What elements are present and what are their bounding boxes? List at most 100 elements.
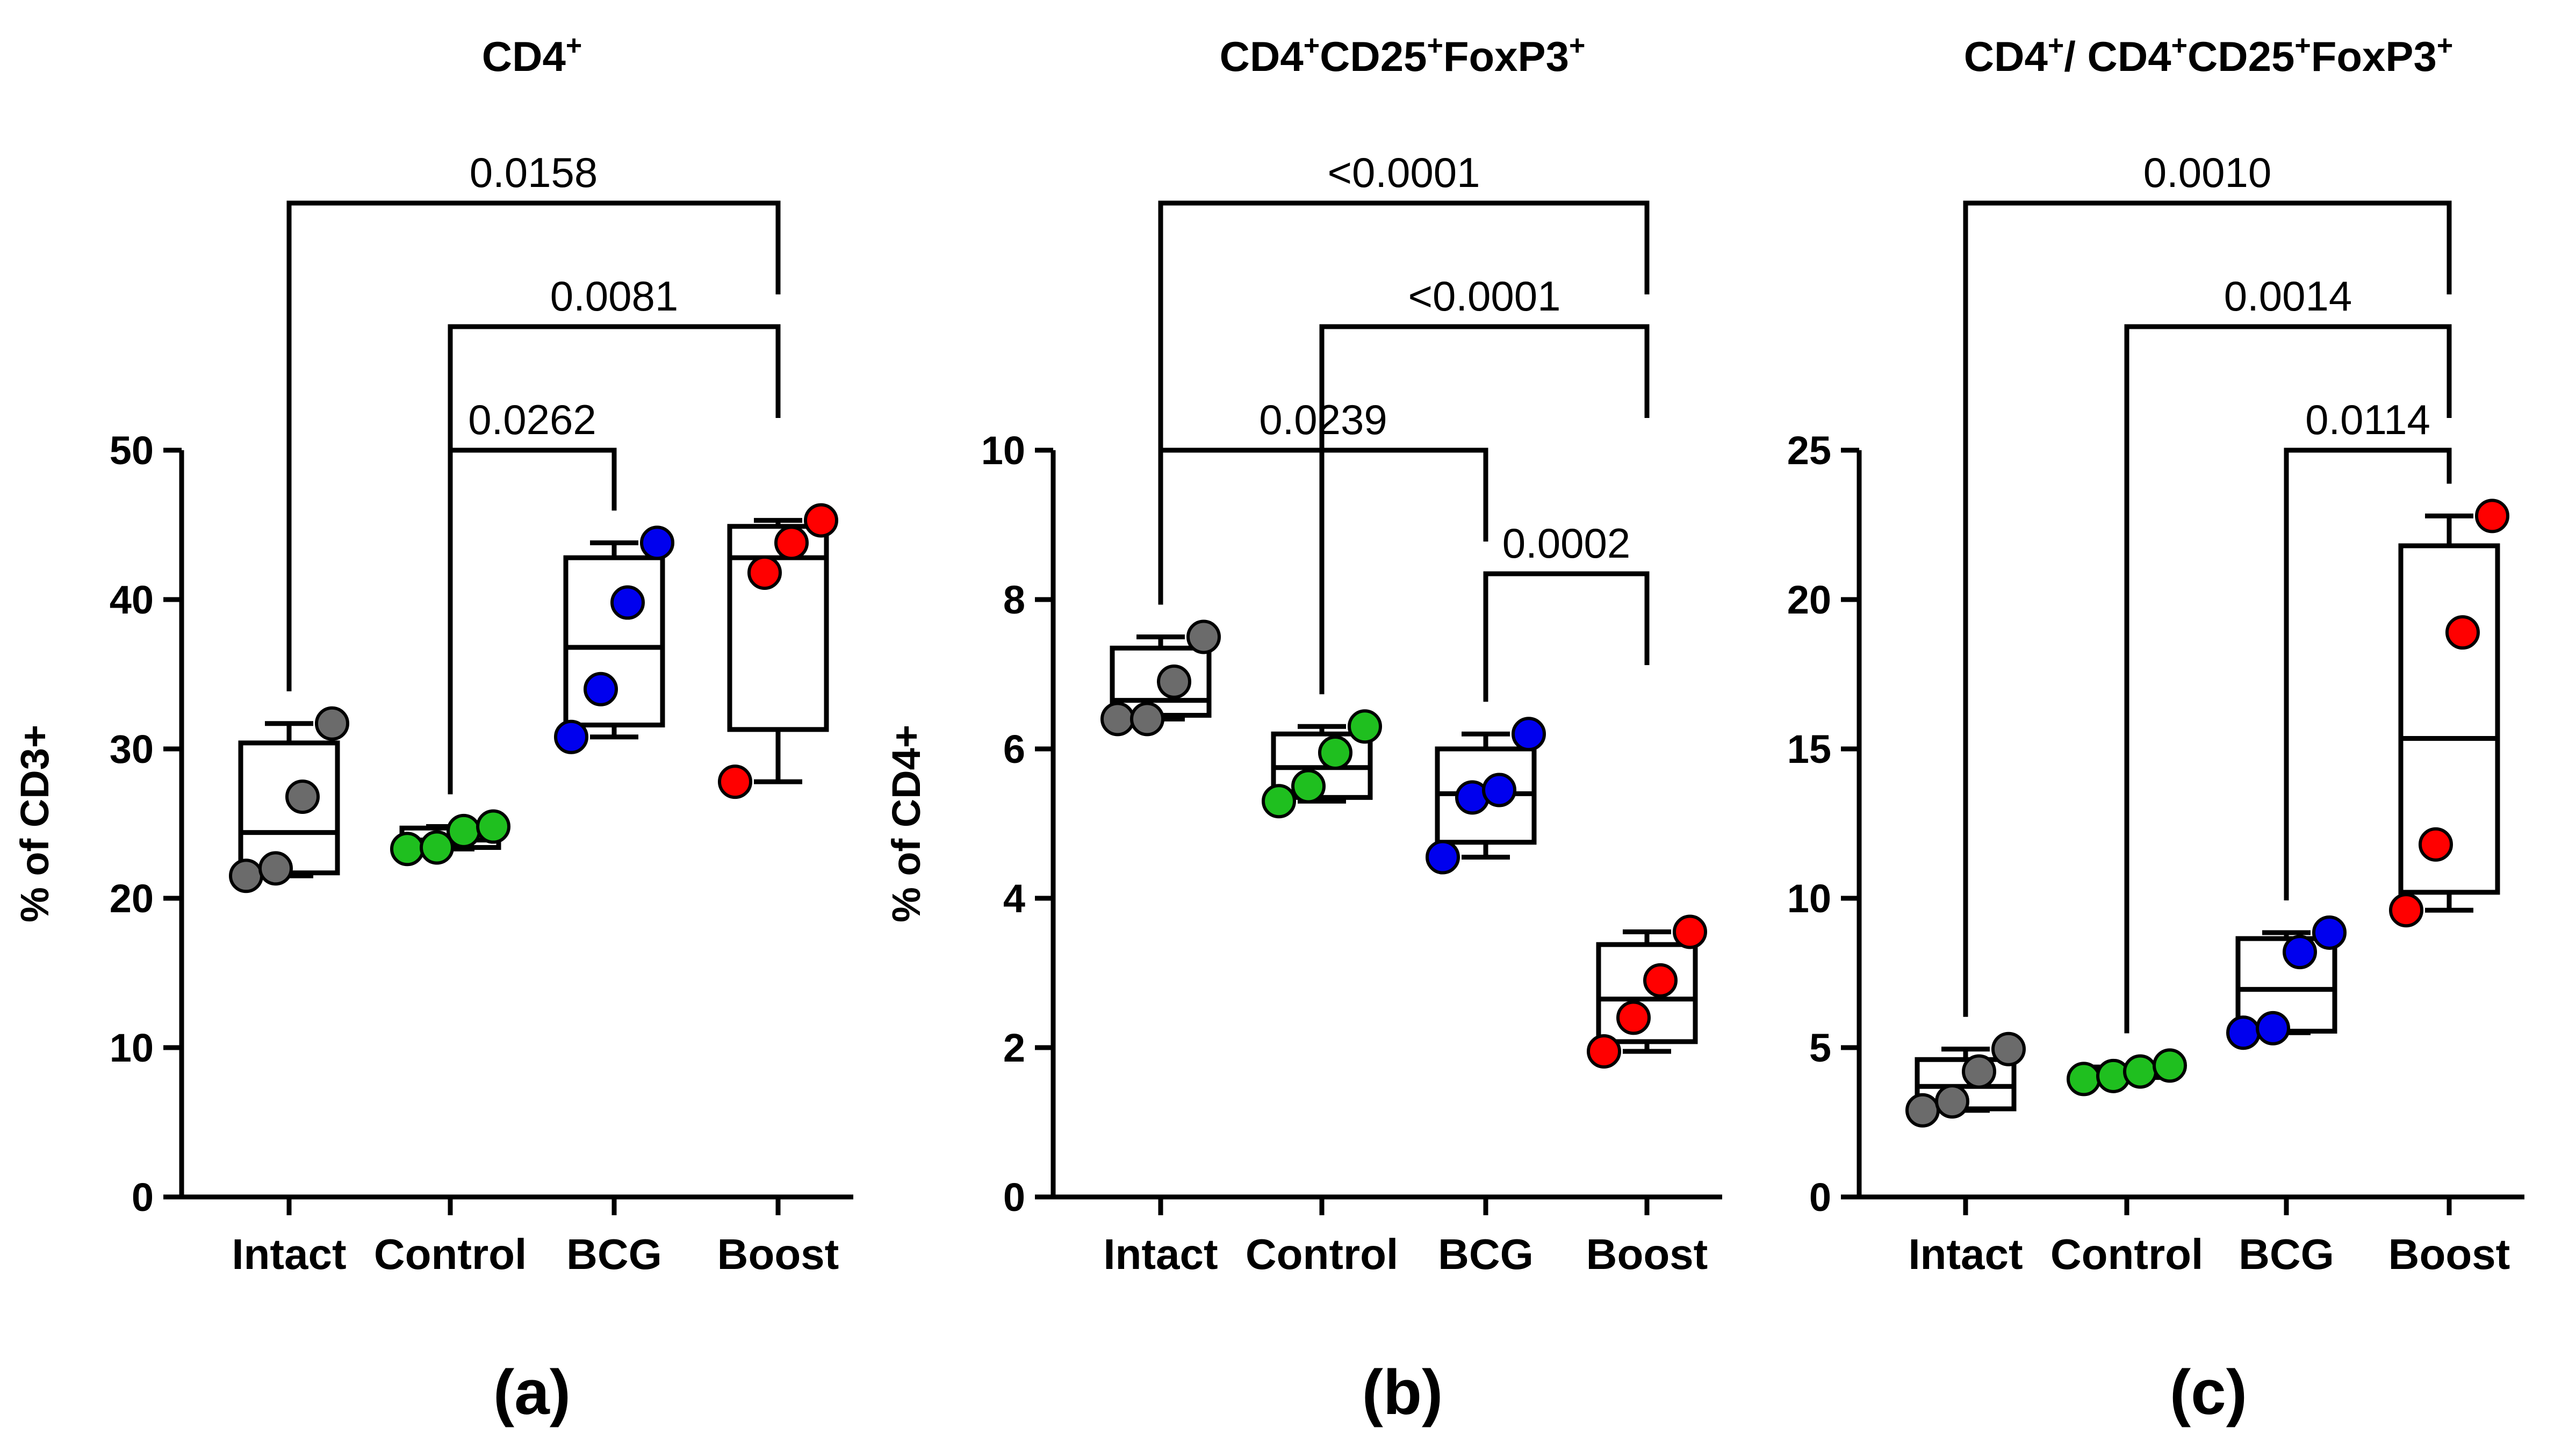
data-point: [1991, 1031, 2026, 1066]
y-tick-label: 10: [110, 1026, 154, 1070]
data-point: [1130, 702, 1164, 737]
category-label: Intact: [1908, 1230, 2023, 1278]
box-bcg: [554, 525, 674, 754]
panel-label: (a): [493, 1357, 571, 1428]
y-tick-label: 40: [110, 578, 154, 622]
p-value-label: <0.0001: [1327, 149, 1480, 196]
p-value-label: <0.0001: [1408, 272, 1560, 320]
data-point: [774, 525, 809, 560]
data-point: [1482, 773, 1516, 807]
y-tick-label: 10: [1787, 876, 1831, 921]
comparison-bracket: 0.0010: [1963, 149, 2452, 1017]
bracket-line: [1158, 448, 1488, 605]
data-point: [229, 859, 263, 893]
bracket-line: [1319, 324, 1650, 695]
box-bcg: [1426, 717, 1546, 875]
box-boost: [1587, 914, 1707, 1069]
comparison-bracket: <0.0001: [1158, 149, 1650, 605]
y-tick-label: 2: [1003, 1026, 1025, 1070]
y-tick-label: 6: [1003, 727, 1025, 771]
comparison-bracket: 0.0014: [2124, 272, 2452, 1034]
y-axis-label: % of CD3+: [12, 725, 57, 922]
data-point: [2445, 615, 2480, 650]
comparison-bracket: 0.0114: [2284, 396, 2452, 900]
category-label: Boost: [1586, 1230, 1708, 1278]
data-point: [2226, 1015, 2261, 1050]
box-intact: [1905, 1031, 2026, 1128]
y-tick-label: 25: [1787, 428, 1831, 473]
p-value-label: 0.0239: [1259, 396, 1387, 443]
data-point: [1643, 963, 1678, 998]
bracket-line: [1963, 200, 2452, 1017]
box-bcg: [2226, 915, 2347, 1050]
box-intact: [229, 706, 349, 893]
p-value-label: 0.0114: [2305, 396, 2430, 443]
box-boost: [2389, 499, 2509, 928]
data-point: [610, 585, 645, 620]
comparison-bracket: 0.0262: [448, 396, 617, 795]
category-label: Boost: [2388, 1230, 2510, 1278]
bracket-line: [1483, 571, 1650, 702]
data-point: [640, 525, 674, 560]
panel-c: CD4+/ CD4+CD25+FoxP3+ 0 5 10 15 20 25 Intact Con…: [1787, 30, 2524, 1428]
data-point: [258, 851, 293, 886]
data-point: [1186, 619, 1221, 654]
data-point: [2389, 893, 2423, 928]
data-point: [1512, 717, 1546, 752]
category-label: BCG: [2239, 1230, 2334, 1278]
chart-title: CD4+: [482, 30, 582, 80]
data-point: [554, 719, 588, 754]
data-point: [2283, 935, 2317, 970]
category-label: Boost: [717, 1230, 839, 1278]
data-point: [1291, 769, 1326, 804]
p-value-label: 0.0014: [2224, 272, 2352, 320]
y-tick-label: 8: [1003, 578, 1025, 622]
comparison-bracket: 0.0239: [1158, 396, 1488, 605]
y-tick-label: 20: [1787, 578, 1831, 622]
y-tick-label: 0: [1003, 1175, 1025, 1220]
comparison-bracket: 0.0002: [1483, 520, 1650, 702]
chart-title: CD4+/ CD4+CD25+FoxP3+: [1964, 30, 2453, 80]
data-point: [2419, 827, 2453, 862]
category-label: BCG: [1438, 1230, 1534, 1278]
data-point: [1100, 702, 1135, 737]
y-tick-label: 4: [1003, 876, 1025, 921]
p-value-label: 0.0002: [1502, 520, 1631, 567]
category-label: BCG: [566, 1230, 662, 1278]
box-iqr: [563, 555, 665, 728]
box-intact: [1100, 619, 1221, 737]
data-point: [1962, 1054, 1996, 1089]
data-point: [584, 672, 618, 706]
data-point: [2067, 1062, 2101, 1096]
data-point: [747, 555, 782, 590]
data-point: [2475, 499, 2509, 533]
bracket-line: [448, 448, 617, 795]
data-point: [315, 706, 349, 741]
box-boost: [718, 503, 838, 799]
category-label: Control: [374, 1230, 527, 1278]
comparison-bracket: <0.0001: [1319, 272, 1650, 695]
panel-b: CD4+CD25+FoxP3+ 0 2 4 6 8 10 % of CD4+ Intact Con…: [884, 30, 1722, 1428]
comparison-bracket: 0.0158: [286, 149, 781, 691]
data-point: [1673, 914, 1707, 949]
data-point: [1426, 840, 1460, 875]
box-control: [390, 809, 510, 867]
data-point: [718, 764, 752, 799]
bracket-line: [286, 200, 781, 691]
data-point: [285, 779, 320, 814]
category-label: Control: [2050, 1230, 2203, 1278]
p-value-label: 0.0158: [470, 149, 598, 196]
data-point: [1157, 664, 1191, 699]
data-point: [1935, 1084, 1969, 1119]
data-point: [1348, 709, 1382, 744]
p-value-label: 0.0262: [468, 396, 596, 443]
box-iqr: [727, 524, 829, 732]
data-point: [2256, 1011, 2290, 1045]
category-label: Intact: [1103, 1230, 1218, 1278]
panel-a: CD4+ 0 10 20 30 40 50 % of CD3+ Intact Control BCG…: [12, 30, 853, 1428]
data-point: [1262, 784, 1296, 819]
data-point: [476, 809, 510, 844]
data-point: [420, 830, 454, 865]
data-point: [2123, 1054, 2157, 1089]
